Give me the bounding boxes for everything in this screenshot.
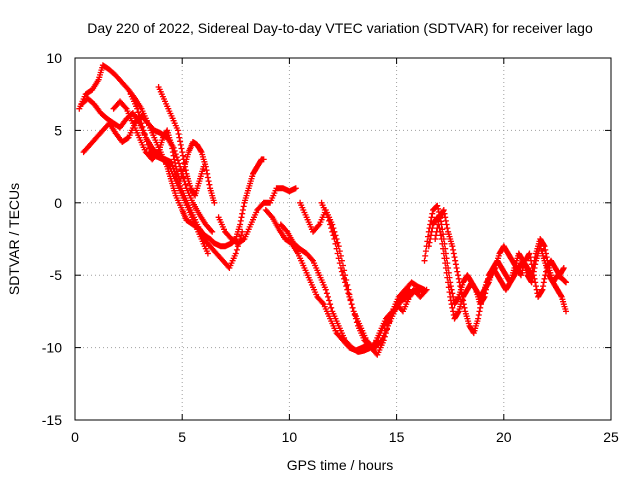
- y-axis-label: SDTVAR / TECUs: [6, 183, 22, 295]
- y-tick-label: -10: [42, 340, 62, 356]
- x-tick-label: 0: [71, 429, 79, 445]
- x-tick-label: 10: [282, 429, 298, 445]
- y-tick-label: -5: [50, 267, 63, 283]
- x-tick-label: 5: [178, 429, 186, 445]
- x-tick-label: 20: [496, 429, 512, 445]
- axis-ticks: 0 5 10 15 20 25 10 5 0 -5 -10 -15: [42, 50, 619, 445]
- x-tick-label: 25: [603, 429, 619, 445]
- y-tick-label: 10: [46, 50, 62, 66]
- y-tick-label: 0: [54, 195, 62, 211]
- plot-frame: [74, 57, 612, 421]
- x-tick-label: 15: [389, 429, 405, 445]
- sdtvar-markers: [76, 62, 569, 358]
- y-tick-label: 5: [54, 122, 62, 138]
- chart-title: Day 220 of 2022, Sidereal Day-to-day VTE…: [87, 20, 593, 36]
- x-axis-label: GPS time / hours: [287, 457, 394, 473]
- data-points: [76, 62, 569, 358]
- y-tick-label: -15: [42, 412, 62, 428]
